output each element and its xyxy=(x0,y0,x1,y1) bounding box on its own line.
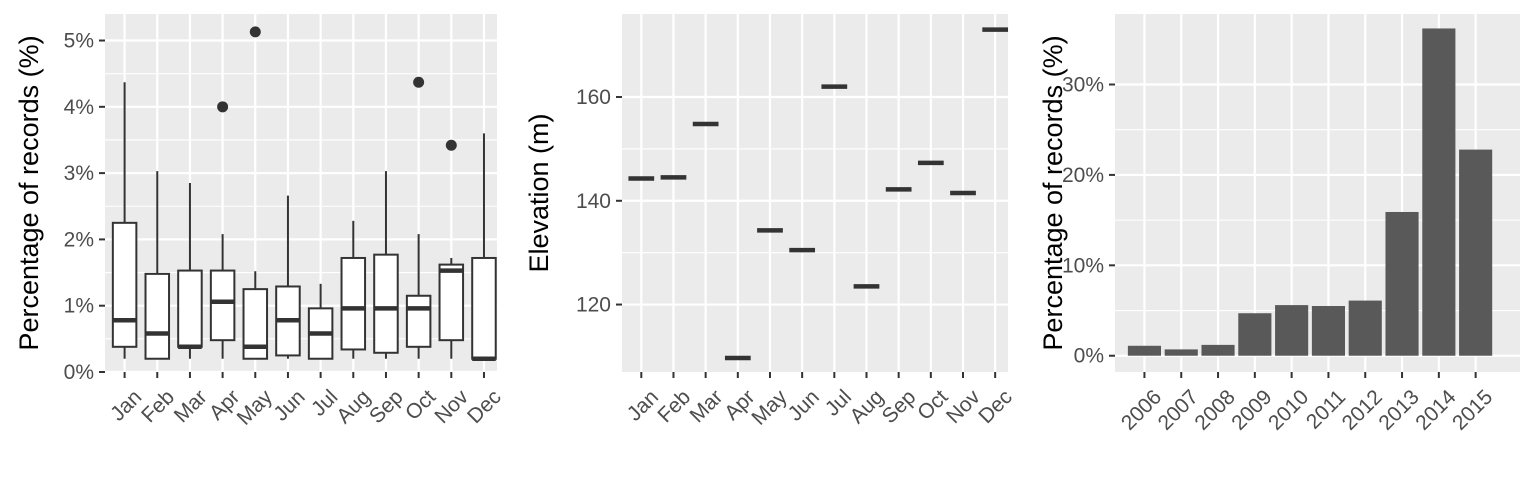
bar-2014 xyxy=(1422,28,1456,356)
x-tick-label: Sep xyxy=(365,385,408,428)
y-tick-label: 30% xyxy=(1062,74,1104,97)
x-tick-label: 2013 xyxy=(1374,385,1423,434)
box-sep xyxy=(373,171,399,359)
bar-2013 xyxy=(1385,211,1419,356)
box-dec xyxy=(471,133,497,361)
x-tick-label: Jun xyxy=(269,385,309,425)
outlier-point xyxy=(217,101,229,113)
bar-2011 xyxy=(1311,306,1345,356)
box xyxy=(242,288,269,360)
y-axis-title: Percentage of records (%) xyxy=(14,35,44,350)
outlier-point xyxy=(445,139,457,151)
box xyxy=(177,269,203,348)
x-tick-label: 2011 xyxy=(1302,385,1350,433)
box xyxy=(471,256,497,360)
box-mar xyxy=(177,183,203,359)
y-axis-title: Percentage of records (%) xyxy=(1038,35,1068,350)
y-tick-label: 1% xyxy=(64,295,94,318)
box xyxy=(438,263,465,342)
panel-background xyxy=(622,14,1008,372)
x-tick-label: 2014 xyxy=(1411,385,1461,435)
bar-2012 xyxy=(1348,300,1382,356)
outlier-point xyxy=(413,76,425,88)
box-aug xyxy=(340,220,367,359)
y-tick-label: 120 xyxy=(576,294,611,317)
x-tick-label: Oct xyxy=(401,385,440,424)
x-tick-label: Aug xyxy=(332,385,375,428)
monthly-elevation-chart: 120140160JanFebMarAprMayJunJulAugSepOctN… xyxy=(524,14,1017,430)
bar-2006 xyxy=(1127,345,1161,356)
yearly-percentage-bar-chart: 0%10%20%30%20062007200820092010201120122… xyxy=(1038,14,1520,435)
box-jun xyxy=(275,195,301,359)
bar-2009 xyxy=(1238,313,1272,356)
box-oct xyxy=(405,76,432,359)
x-tick-label: 2007 xyxy=(1154,385,1203,434)
x-tick-label: 2008 xyxy=(1190,385,1239,434)
y-tick-label: 5% xyxy=(64,30,94,53)
bar-2008 xyxy=(1201,344,1235,356)
box xyxy=(340,256,367,351)
bar-2010 xyxy=(1275,305,1309,356)
box xyxy=(209,269,236,342)
y-tick-label: 10% xyxy=(1062,254,1104,277)
box-jul xyxy=(307,283,334,360)
y-tick-label: 160 xyxy=(576,86,611,109)
x-tick-label: Oct xyxy=(913,385,952,424)
x-tick-label: Dec xyxy=(974,385,1017,428)
y-tick-label: 0% xyxy=(64,361,94,384)
box xyxy=(405,294,432,348)
x-tick-label: Jun xyxy=(784,385,824,425)
x-tick-label: Dec xyxy=(463,385,506,428)
y-axis-title: Elevation (m) xyxy=(524,113,554,272)
box xyxy=(144,272,171,360)
x-tick-label: Feb xyxy=(137,385,179,427)
y-tick-label: 0% xyxy=(1074,345,1104,368)
x-tick-label: 2015 xyxy=(1448,385,1497,434)
outlier-point xyxy=(249,26,261,38)
x-tick-label: 2009 xyxy=(1227,385,1276,434)
y-tick-label: 4% xyxy=(64,96,94,119)
y-tick-label: 3% xyxy=(64,162,94,185)
x-tick-label: Mar xyxy=(170,385,212,427)
box-jan xyxy=(111,82,138,359)
y-tick-label: 140 xyxy=(576,190,611,213)
box-nov xyxy=(438,139,465,359)
x-tick-label: 2010 xyxy=(1264,385,1313,434)
box-feb xyxy=(144,171,171,360)
box xyxy=(111,221,138,348)
x-tick-label: Jan xyxy=(623,385,663,425)
x-tick-label: 2012 xyxy=(1338,385,1387,434)
box-apr xyxy=(209,101,236,359)
box-may xyxy=(242,26,269,360)
y-tick-label: 2% xyxy=(64,228,94,251)
bar-2015 xyxy=(1459,149,1493,356)
y-tick-label: 20% xyxy=(1062,164,1104,187)
monthly-percentage-boxplot: 0%1%2%3%4%5%JanFebMarAprMayJunJulAugSepO… xyxy=(14,14,506,430)
x-tick-label: 2006 xyxy=(1117,385,1166,434)
bar-2007 xyxy=(1164,349,1198,356)
x-tick-label: Jan xyxy=(106,385,146,425)
box xyxy=(373,253,399,354)
